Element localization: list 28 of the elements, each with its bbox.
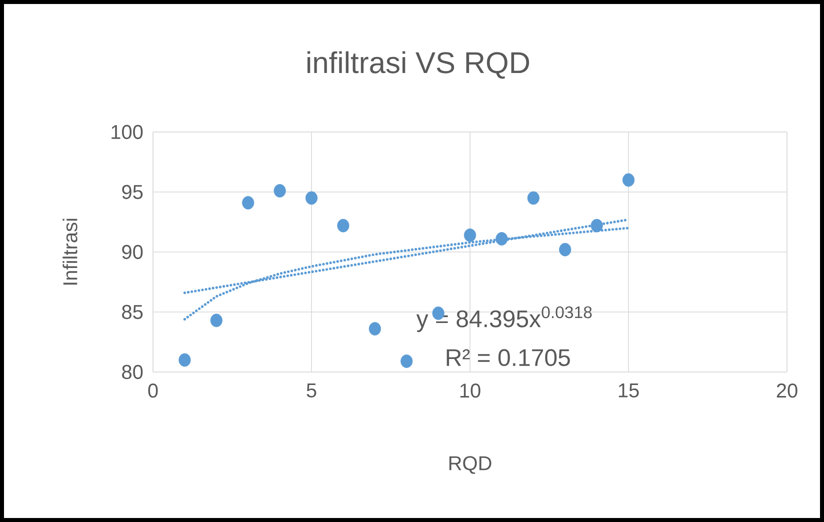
point: [210, 314, 222, 328]
point: [274, 184, 286, 198]
point: [242, 196, 254, 210]
x-tick-label: 10: [460, 384, 480, 398]
point: [464, 228, 476, 242]
x-tick-label: 5: [306, 384, 316, 398]
point: [368, 322, 381, 336]
point: [400, 354, 413, 368]
point: [622, 173, 635, 187]
y-tick-label: 95: [122, 184, 143, 200]
point: [559, 242, 572, 256]
y-tick-label: 80: [122, 364, 143, 380]
y-tick-label: 90: [122, 244, 143, 260]
y-tick-label: 85: [122, 304, 143, 320]
y-axis-title: Infiltrasi: [62, 218, 78, 285]
point: [337, 218, 350, 232]
x-axis-title: RQD: [449, 456, 492, 474]
x-tick-label: 20: [776, 384, 798, 398]
annotation: R² = 0.1705: [446, 349, 570, 366]
chart-title: infiltrasi VS RQD: [307, 51, 530, 79]
x-tick-label: 0: [148, 384, 158, 398]
point: [178, 353, 191, 367]
point: [590, 218, 603, 232]
x-tick-label: 15: [618, 384, 639, 398]
point: [527, 191, 540, 205]
point: [496, 232, 508, 246]
y-tick-label: 100: [112, 124, 143, 140]
point: [305, 191, 318, 205]
